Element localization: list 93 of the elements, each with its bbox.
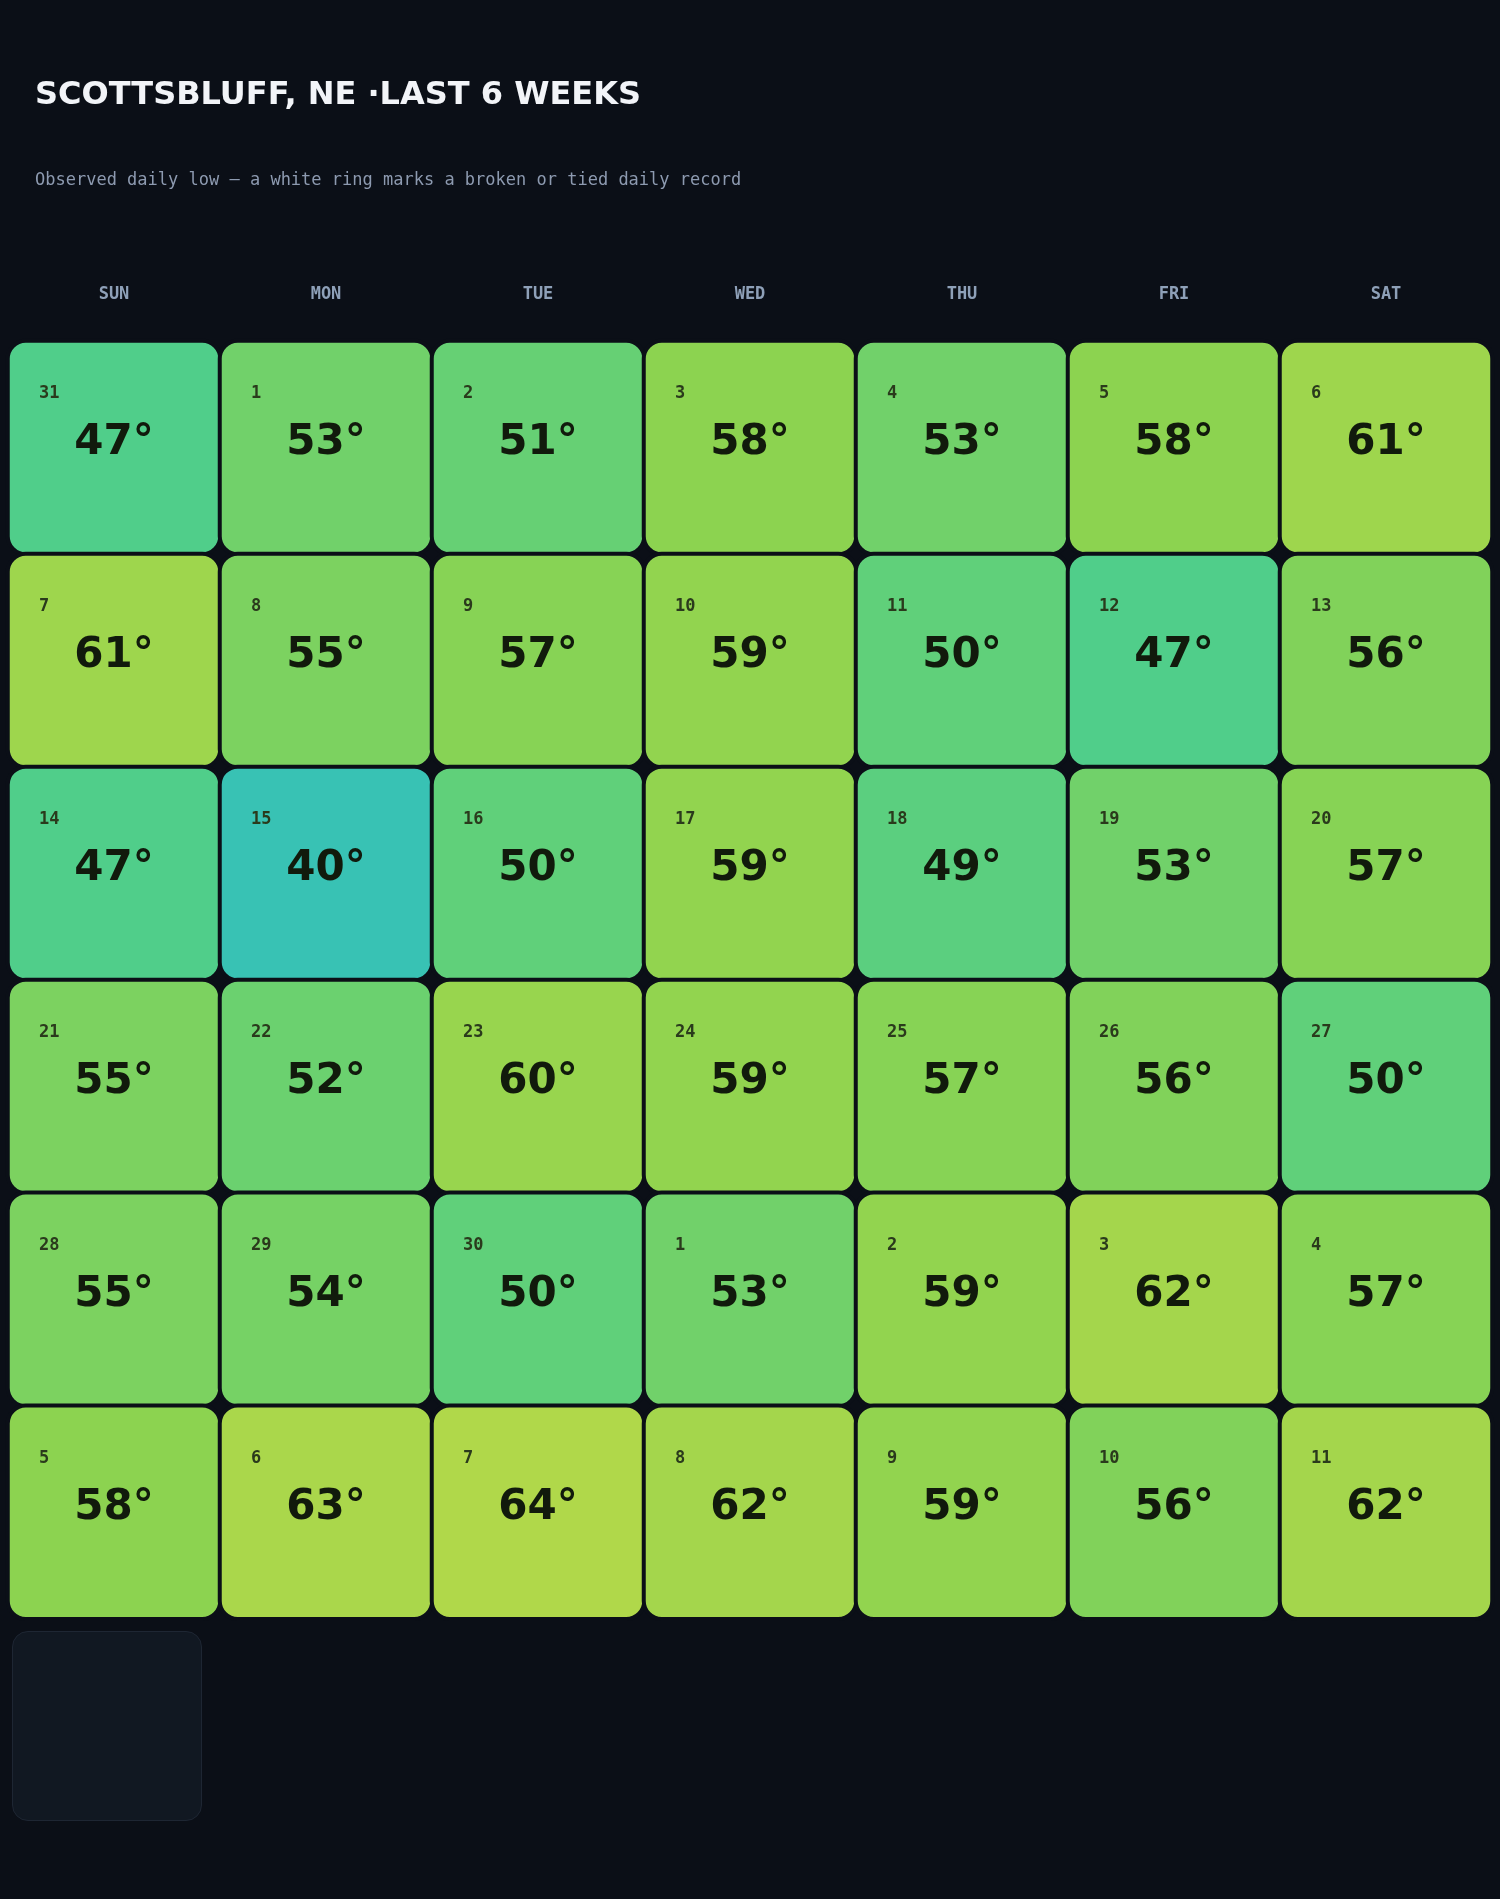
annotation: 24	[675, 1021, 696, 1042]
annotation: 25	[887, 1021, 908, 1042]
chart-subtitle: Observed daily low — a white ring marks a broken or tied daily record	[35, 168, 742, 189]
annotation: 29	[251, 1234, 272, 1255]
annotation: 4	[1311, 1234, 1322, 1255]
data-label: 47°	[1134, 627, 1214, 677]
x-tick-label: TUE	[522, 282, 554, 303]
chart-title: SCOTTSBLUFF, NE ·LAST 6 WEEKS	[35, 74, 642, 112]
annotation: 26	[1099, 1021, 1120, 1042]
data-label: 55°	[286, 627, 366, 677]
data-label: 57°	[1346, 840, 1426, 890]
annotation: 21	[39, 1021, 60, 1042]
annotation: 4	[887, 382, 898, 403]
annotation: 27	[1311, 1021, 1332, 1042]
data-label: 59°	[710, 1053, 790, 1103]
annotation: 17	[675, 808, 696, 829]
annotation: 7	[463, 1447, 474, 1468]
data-label: 50°	[498, 1266, 578, 1316]
data-label: 53°	[710, 1266, 790, 1316]
x-tick-label: MON	[310, 282, 342, 303]
x-tick-label: SAT	[1370, 282, 1402, 303]
data-label: 59°	[922, 1266, 1002, 1316]
data-label: 56°	[1346, 627, 1426, 677]
data-label: 58°	[710, 414, 790, 464]
annotation: 10	[1099, 1447, 1120, 1468]
data-label: 53°	[1134, 840, 1214, 890]
data-label: 62°	[1346, 1479, 1426, 1529]
annotation: 5	[39, 1447, 50, 1468]
data-label: 57°	[922, 1053, 1002, 1103]
data-label: 47°	[74, 414, 154, 464]
annotation: 12	[1099, 595, 1120, 616]
data-label: 56°	[1134, 1053, 1214, 1103]
data-label: 53°	[922, 414, 1002, 464]
data-label: 50°	[498, 840, 578, 890]
annotation: 3	[1099, 1234, 1110, 1255]
annotation: 2	[887, 1234, 898, 1255]
data-label: 47°	[74, 840, 154, 890]
annotation: 18	[887, 808, 908, 829]
annotation: 23	[463, 1021, 484, 1042]
data-label: 54°	[286, 1266, 366, 1316]
data-label: 59°	[710, 840, 790, 890]
data-label: 56°	[1134, 1479, 1214, 1529]
data-label: 63°	[286, 1479, 366, 1529]
annotation: 16	[463, 808, 484, 829]
data-label: 57°	[498, 627, 578, 677]
annotation: 28	[39, 1234, 60, 1255]
annotation: 7	[39, 595, 50, 616]
data-label: 64°	[498, 1479, 578, 1529]
annotation: 10	[675, 595, 696, 616]
annotation: 3	[675, 382, 686, 403]
annotation: 22	[251, 1021, 272, 1042]
annotation: 2	[463, 382, 474, 403]
data-label: 60°	[498, 1053, 578, 1103]
x-tick-label: FRI	[1158, 282, 1190, 303]
x-tick-label: WED	[734, 282, 766, 303]
annotation: 9	[887, 1447, 898, 1468]
annotation: 1	[675, 1234, 686, 1255]
annotation: 11	[887, 595, 908, 616]
data-label: 55°	[74, 1053, 154, 1103]
data-label: 61°	[1346, 414, 1426, 464]
annotation: 14	[39, 808, 60, 829]
annotation: 11	[1311, 1447, 1332, 1468]
data-label: 53°	[286, 414, 366, 464]
data-label: 50°	[1346, 1053, 1426, 1103]
data-label: 49°	[922, 840, 1002, 890]
data-label: 59°	[922, 1479, 1002, 1529]
annotation: 30	[463, 1234, 484, 1255]
annotation: 13	[1311, 595, 1332, 616]
data-label: 59°	[710, 627, 790, 677]
annotation: 19	[1099, 808, 1120, 829]
data-label: 40°	[286, 840, 366, 890]
data-label: 57°	[1346, 1266, 1426, 1316]
x-tick-label: THU	[946, 282, 978, 303]
data-label: 52°	[286, 1053, 366, 1103]
annotation: 20	[1311, 808, 1332, 829]
annotation: 6	[251, 1447, 262, 1468]
annotation: 31	[39, 382, 60, 403]
annotation: 8	[675, 1447, 686, 1468]
data-label: 58°	[1134, 414, 1214, 464]
x-tick-label: SUN	[98, 282, 130, 303]
annotation: 15	[251, 808, 272, 829]
annotation: 9	[463, 595, 474, 616]
data-label: 51°	[498, 414, 578, 464]
annotation: 5	[1099, 382, 1110, 403]
data-label: 55°	[74, 1266, 154, 1316]
data-label: 62°	[1134, 1266, 1214, 1316]
annotation: 6	[1311, 382, 1322, 403]
data-label: 62°	[710, 1479, 790, 1529]
data-label: 61°	[74, 627, 154, 677]
annotation: 1	[251, 382, 262, 403]
annotation: 8	[251, 595, 262, 616]
data-label: 50°	[922, 627, 1002, 677]
data-label: 58°	[74, 1479, 154, 1529]
